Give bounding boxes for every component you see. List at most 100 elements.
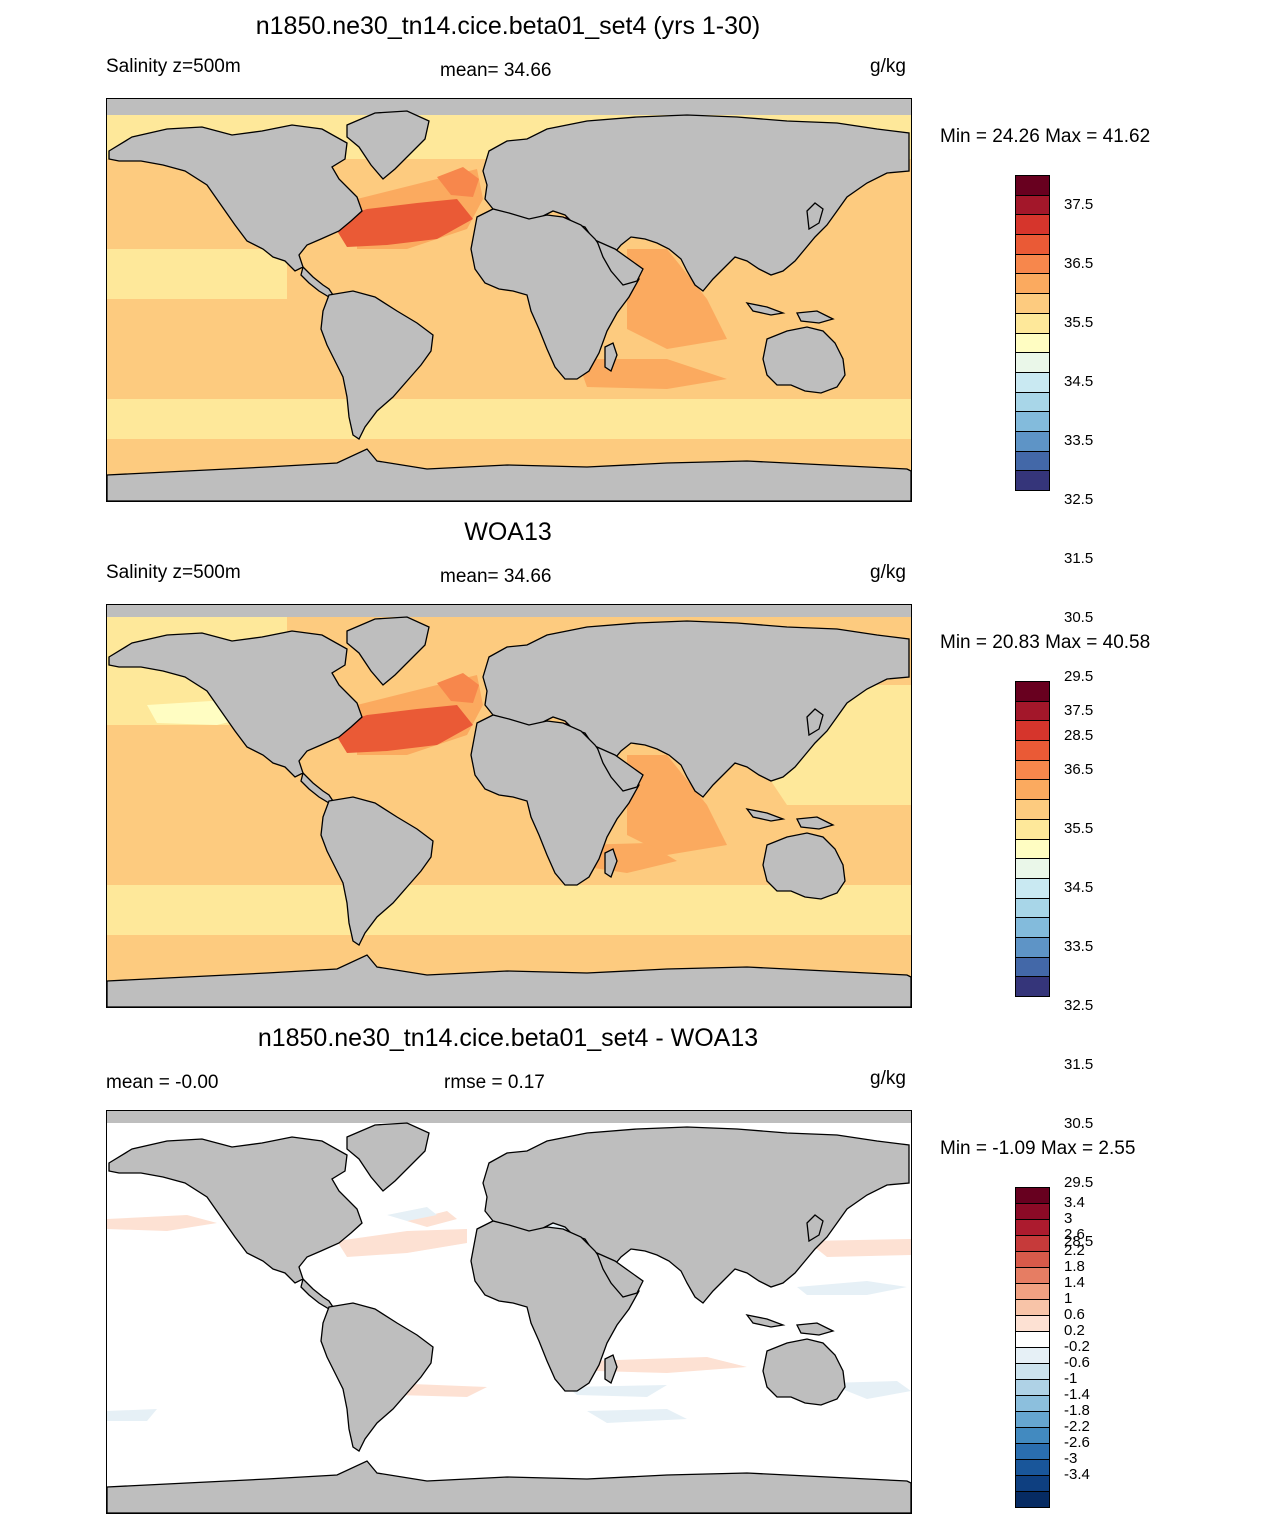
salinity-map [106,98,912,502]
colorbar-tick-label: -2.2 [1064,1418,1090,1435]
units-label: g/kg [870,1068,906,1089]
salinity-contour-region [107,249,287,299]
salinity-contour-region [387,1207,437,1221]
continent-eurasia [482,1126,910,1304]
colorbar-swatch [1015,1283,1050,1300]
continent-madagascar [604,1354,618,1384]
colorbar-tick-label: 30.5 [1064,1114,1094,1132]
colorbar-tick-label: -1 [1064,1370,1078,1387]
colorbar-swatch [1015,470,1050,491]
min-max-label: Min = 24.26 Max = 41.62 [940,126,1151,147]
continent-indonesia [745,1314,786,1328]
colorbar-swatch [1015,1187,1050,1204]
continent-greenland [346,616,430,686]
continent-madagascar [604,342,618,372]
salinity-contour-region [587,1357,747,1373]
colorbar-swatch [1015,1379,1050,1396]
continent-australia [762,326,846,394]
colorbar-swatch [1015,194,1050,216]
continent-southAmerica [320,290,434,440]
salinity-map [106,604,912,1008]
salinity-contour-region [107,885,911,935]
colorbar-tick-label: 35.5 [1064,313,1094,331]
colorbar-swatch [1015,1267,1050,1284]
colorbar-tick-label: 1 [1064,1290,1073,1307]
colorbar-swatch [1015,1299,1050,1316]
colorbar-tick-label: -0.2 [1064,1338,1090,1355]
colorbar-swatch [1015,450,1050,472]
min-max-label: Min = -1.09 Max = 2.55 [940,1138,1136,1159]
colorbar-tick-label: 2.6 [1064,1226,1085,1243]
colorbar-swatch [1015,976,1050,997]
continent-southAmerica [320,1302,434,1452]
salinity-contour-region [627,755,727,855]
salinity-contour-region [827,1381,911,1399]
colorbar-swatch [1015,1427,1050,1444]
colorbar-tick-label: 28.5 [1064,727,1094,745]
colorbar-swatch [1015,1363,1050,1380]
colorbar-swatch [1015,936,1050,958]
colorbar-swatch [1015,214,1050,236]
colorbar-tick-label: -3.4 [1064,1466,1090,1483]
continent-newGuinea [795,310,835,324]
continent-northAmerica [108,630,363,778]
units-label: g/kg [870,562,906,583]
colorbar-swatch [1015,1347,1050,1364]
colorbar-swatch [1015,1491,1050,1508]
colorbar-tick-label: -1.4 [1064,1386,1090,1403]
colorbar-swatch [1015,1251,1050,1268]
colorbar-tick-label: -3 [1064,1450,1078,1467]
continent-antarctica [107,1460,911,1513]
continent-indonesia [745,808,786,822]
colorbar-tick-label: 29.5 [1064,1174,1094,1192]
colorbar-tick-label: 36.5 [1064,254,1094,272]
continent-africa [470,1220,640,1392]
arctic-land-mask [107,1111,911,1123]
colorbar-tick-label: 37.5 [1064,195,1094,213]
colorbar-swatch [1015,1395,1050,1412]
salinity-contour-region [337,1229,467,1257]
salinity-contour-region [587,1409,687,1423]
colorbar-tick-label: 34.5 [1064,372,1094,390]
difference-map [106,1110,912,1514]
colorbar-tick-label: 34.5 [1064,878,1094,896]
colorbar-swatch [1015,312,1050,334]
continent-northAmerica [108,124,363,272]
continent-antarctica [107,448,911,501]
variable-label: Salinity z=500m [106,56,241,77]
colorbar-tick-label: 3.4 [1064,1194,1085,1211]
arctic-land-mask [107,99,911,115]
colorbar-tick-label: 36.5 [1064,760,1094,778]
continent-eurasia [482,114,910,292]
continent-antarctica [107,954,911,1007]
colorbar-tick-label: 28.5 [1064,1233,1094,1251]
continent-australia [762,1338,846,1406]
colorbar-swatch [1015,917,1050,938]
colorbar-swatch [1015,1315,1050,1332]
units-label: g/kg [870,56,906,77]
colorbar-tick-label: 29.5 [1064,668,1094,686]
continent-australia [762,832,846,900]
salinity-contour-region [107,1215,217,1231]
colorbar-tick-label: 3 [1064,1210,1073,1227]
colorbar-tick-label: -1.8 [1064,1402,1090,1419]
panel-title: n1850.ne30_tn14.cice.beta01_set4 (yrs 1-… [255,12,761,40]
colorbar-swatch [1015,818,1050,840]
salinity-contour-region [577,359,727,389]
salinity-contour-region [627,249,727,349]
colorbar-swatch [1015,1411,1050,1428]
salinity-contour-region [807,1239,911,1257]
continent-southAmerica [320,796,434,946]
colorbar-swatch [1015,1475,1050,1492]
continent-japan [806,708,824,737]
continent-newGuinea [795,816,835,830]
continent-japan [806,1214,824,1243]
continent-arabia [595,239,644,286]
panel-title: n1850.ne30_tn14.cice.beta01_set4 - WOA13 [257,1024,759,1052]
continent-northAmerica [108,1136,363,1284]
colorbar-tick-label: 0.6 [1064,1306,1085,1323]
colorbar-swatch [1015,838,1050,860]
colorbar-swatch [1015,759,1050,781]
colorbar-swatch [1015,391,1050,413]
colorbar-tick-label: 31.5 [1064,549,1094,567]
